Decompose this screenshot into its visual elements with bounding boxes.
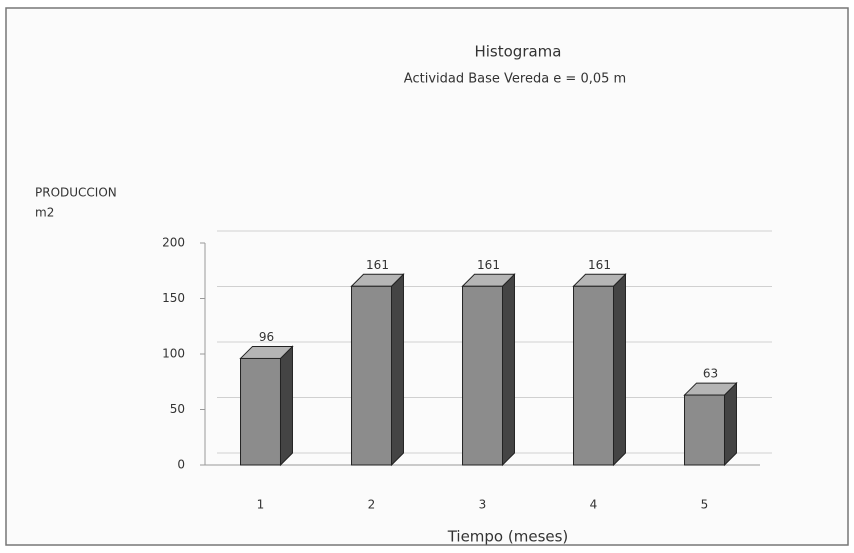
x-tick-label: 4	[590, 498, 598, 512]
data-label: 161	[588, 258, 611, 272]
chart-subtitle: Actividad Base Vereda e = 0,05 m	[404, 72, 626, 87]
bar-side	[723, 381, 737, 467]
data-label: 161	[477, 258, 500, 272]
bar-side	[612, 273, 626, 467]
y-tick-label: 100	[162, 347, 185, 361]
bar	[351, 285, 392, 466]
y-tick-label: 0	[177, 458, 185, 472]
bar	[684, 394, 725, 466]
x-tick-label: 5	[701, 498, 709, 512]
bar-side	[501, 273, 515, 467]
bar-side	[390, 273, 404, 467]
y-tick-label: 200	[162, 236, 185, 250]
chart-title: Histograma	[474, 43, 561, 61]
x-tick-label: 1	[257, 498, 265, 512]
bar	[462, 285, 503, 466]
x-tick-label: 3	[479, 498, 487, 512]
data-label: 161	[366, 258, 389, 272]
y-axis-label: m2	[35, 206, 54, 220]
x-axis-label: Tiempo (meses)	[447, 528, 569, 546]
y-axis-label: PRODUCCION	[35, 186, 117, 200]
bar-side	[279, 345, 293, 467]
y-tick-label: 150	[162, 291, 185, 305]
x-tick-label: 2	[368, 498, 376, 512]
data-label: 96	[259, 330, 274, 344]
data-label: 63	[703, 367, 718, 381]
bar	[240, 357, 281, 466]
bar	[573, 285, 614, 466]
y-tick-label: 50	[170, 402, 185, 416]
